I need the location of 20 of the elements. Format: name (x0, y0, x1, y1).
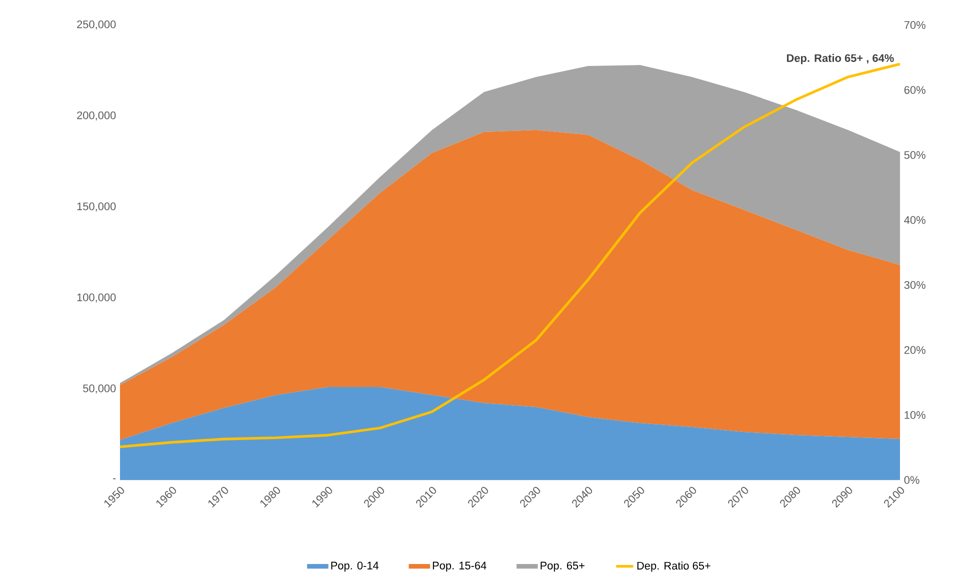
y-tick-label: 200,000 (77, 111, 116, 121)
line-series (120, 62, 900, 448)
y2-tick-label: 60% (904, 86, 926, 94)
y2-tick-label: 50% (904, 151, 926, 159)
y2-tick-label: 10% (904, 411, 926, 419)
legend-label: Pop. 65+ (540, 562, 584, 572)
y-tick-label: 150,000 (77, 202, 116, 212)
y-tick-label: 100,000 (77, 293, 116, 303)
legend-label: Pop. 15-64 (432, 562, 486, 572)
y-tick-label: - (112, 478, 116, 480)
y2-tick-label: 30% (904, 281, 926, 289)
y2-tick-label: 20% (904, 346, 926, 354)
annotation: Dep. Ratio 65+ , 64% (786, 54, 894, 64)
y2-tick-label: 0% (904, 476, 920, 484)
y-tick-label: 250,000 (77, 20, 116, 30)
y-tick-label: 50,000 (83, 384, 116, 394)
y2-tick-label: 40% (904, 216, 926, 224)
legend-label: Dep. Ratio 65+ (637, 562, 710, 572)
y2-tick-label: 70% (904, 21, 926, 29)
legend-label: Pop. 0-14 (331, 562, 379, 572)
